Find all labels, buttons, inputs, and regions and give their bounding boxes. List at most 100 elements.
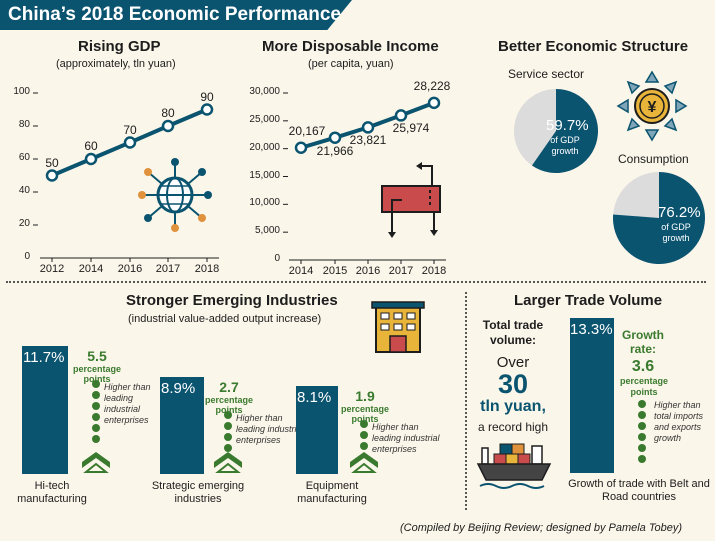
pp-dot [224, 432, 232, 441]
data-point [394, 109, 408, 122]
chevron-outer [214, 452, 242, 468]
industry-label: Strategic emerging industries [151, 480, 245, 505]
data-label: 80 [161, 106, 175, 120]
data-label: 70 [123, 122, 137, 137]
y-tick-label: 5,000 [254, 225, 280, 237]
growth-rate-unit: percentage points [619, 376, 669, 397]
pp-label: percentage points [204, 394, 254, 415]
trade-title: Larger Trade Volume [514, 292, 663, 309]
over-label: Over [496, 354, 530, 371]
pp-dot [92, 391, 100, 400]
total-trade-label: Total trade volume: [482, 318, 544, 347]
data-point [161, 119, 175, 133]
globe-network-icon [138, 158, 212, 232]
factory-building-icon [371, 301, 425, 353]
x-tick-label: 2016 [117, 263, 143, 275]
belt-road-pct: 13.3% [570, 321, 613, 338]
data-label: 20,167 [288, 123, 326, 138]
y-tick-label: 15,000 [249, 169, 280, 181]
pp-note: Higher than leading industrial enterpris… [104, 382, 151, 426]
growth-note: Higher than total imports and exports gr… [654, 400, 704, 443]
y-tick-label: 60 [18, 152, 30, 163]
data-label: 60 [84, 139, 98, 153]
data-point [361, 121, 375, 134]
pp-value: 1.9 [355, 387, 375, 404]
y-tick-label: 100 [13, 86, 30, 97]
up-chevron-icon [82, 452, 110, 473]
data-point [427, 96, 441, 110]
x-tick-label: 2017 [388, 265, 414, 277]
pp-dot [360, 419, 368, 428]
yuan-coin-icon: ¥ [616, 70, 688, 142]
page-title: China’s 2018 Economic Performance [8, 4, 341, 25]
up-chevron-icon [214, 452, 242, 473]
data-label: 50 [45, 155, 59, 170]
pp-label: percentage points [72, 364, 122, 385]
chevron-outer [82, 452, 110, 468]
x-tick-label: 2018 [194, 263, 220, 275]
industry-bar [296, 385, 338, 474]
consumption-pie-slice [613, 172, 705, 265]
emerging-title: Stronger Emerging Industries [126, 292, 338, 309]
industry-bar [22, 346, 68, 474]
pp-dot [360, 441, 368, 450]
growth-rate-value: 3.6 [631, 358, 655, 375]
credit-line: (Compiled by Beijing Review; designed by… [400, 522, 683, 534]
data-label: 23,821 [349, 133, 387, 148]
chevron-inner [351, 462, 377, 473]
y-tick-label: 20,000 [249, 141, 280, 153]
income-subtitle: (per capita, yuan) [308, 58, 394, 70]
x-tick-label: 2014 [78, 263, 104, 275]
pp-dot [92, 413, 100, 422]
pp-dot [224, 443, 232, 452]
data-point [328, 131, 342, 144]
data-point [123, 136, 137, 149]
record-high-label: a record high [477, 420, 549, 434]
x-tick-label: 2016 [355, 265, 381, 277]
x-tick-label: 2017 [155, 263, 181, 275]
vertical-divider [465, 292, 467, 510]
y-tick-label: 25,000 [249, 113, 280, 125]
industry-bar [160, 376, 204, 474]
growth-dot [638, 400, 646, 408]
data-point [294, 141, 308, 154]
industry-bar-value: 8.9% [161, 379, 196, 397]
consumption-note: of GDP growth [661, 222, 691, 243]
pp-value: 2.7 [219, 378, 239, 395]
pp-dot [92, 402, 100, 411]
chevron-inner [215, 462, 241, 473]
pp-dot [92, 435, 100, 444]
pp-note: Higher than leading industrial enterpris… [372, 421, 440, 454]
data-point [84, 152, 98, 166]
y-tick-label: 0 [24, 251, 30, 262]
y-tick-label: 10,000 [249, 197, 280, 209]
pp-dot [92, 424, 100, 433]
belt-road-bar [570, 318, 614, 473]
cargo-ship-icon [476, 443, 552, 489]
pp-dot [224, 421, 232, 430]
y-tick-label: 80 [18, 119, 30, 130]
data-label: 25,974 [392, 121, 430, 136]
industry-bar-value: 11.7% [23, 349, 65, 367]
pp-dot [92, 380, 100, 389]
pp-dot [224, 410, 232, 419]
growth-dot [638, 444, 646, 452]
income-title: More Disposable Income [262, 38, 439, 55]
data-label: 90 [200, 89, 214, 104]
title-banner [0, 0, 352, 30]
industry-label: Hi-tech manufacturing [17, 480, 87, 505]
pp-label: percentage points [340, 403, 390, 424]
gdp-title: Rising GDP [78, 38, 161, 55]
pp-note: Higher than leading industrial enterpris… [236, 412, 304, 445]
industry-bar-value: 8.1% [297, 388, 332, 406]
horizontal-divider [6, 281, 706, 283]
consumption-pct: 76.2% [658, 204, 701, 221]
trade-unit: tln yuan, [480, 398, 546, 415]
service-note: of GDP growth [550, 135, 580, 156]
belt-road-label: Growth of trade with Belt and Road count… [568, 478, 710, 503]
emerging-subtitle: (industrial value-added output increase) [128, 313, 322, 325]
industry-label: Equipment manufacturing [297, 480, 367, 505]
pp-value: 5.5 [87, 348, 107, 365]
